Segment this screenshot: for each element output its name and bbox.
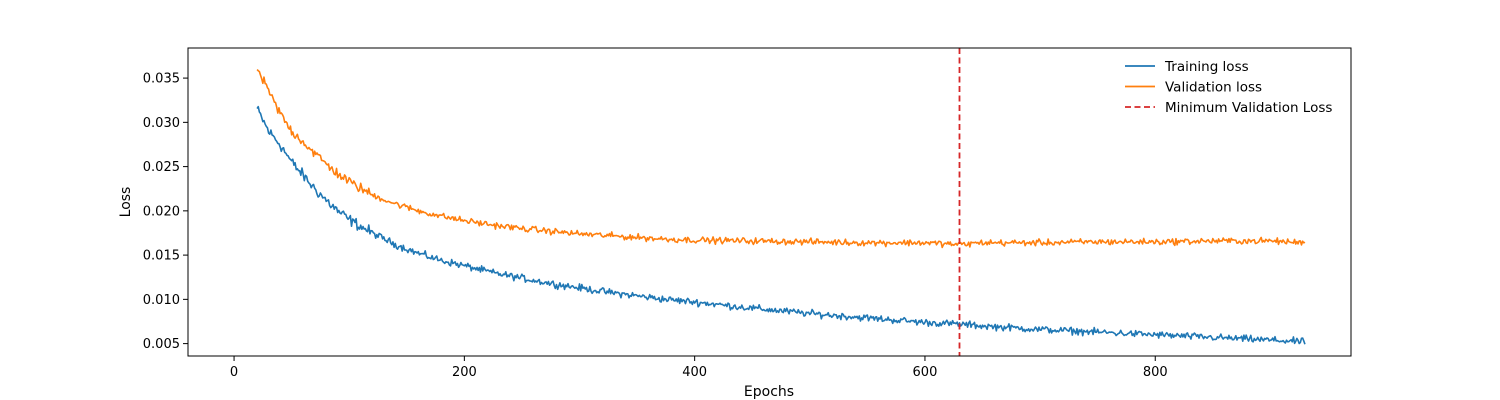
- series-line-validation-loss: [256, 69, 1306, 249]
- x-tick-label: 0: [230, 365, 238, 380]
- x-tick-label: 200: [452, 365, 477, 380]
- y-tick-label: 0.025: [143, 160, 180, 175]
- y-tick-label: 0.010: [143, 293, 180, 308]
- x-tick-label: 800: [1143, 365, 1168, 380]
- series-layer: [256, 69, 1306, 345]
- y-tick-label: 0.020: [143, 204, 180, 219]
- plot-frame: [187, 47, 1352, 357]
- x-tick-label: 400: [682, 365, 707, 380]
- x-axis: 0 200 400 600 800: [230, 356, 1168, 380]
- x-tick-label: 600: [913, 365, 938, 380]
- plot-area: [188, 48, 1351, 356]
- y-axis: 0.005 0.010 0.015 0.020 0.025 0.030 0.035: [143, 72, 188, 352]
- legend-label-validation-loss: Validation loss: [1165, 80, 1262, 96]
- legend-label-min-validation-loss: Minimum Validation Loss: [1165, 100, 1332, 116]
- y-tick-label: 0.030: [143, 116, 180, 131]
- y-tick-label: 0.015: [143, 249, 180, 264]
- legend-label-training-loss: Training loss: [1164, 59, 1249, 75]
- x-axis-label: Epochs: [744, 384, 794, 400]
- legend: Training loss Validation loss Minimum Vali…: [1125, 59, 1332, 116]
- series-line-training-loss: [256, 105, 1306, 345]
- y-axis-label: Loss: [118, 187, 134, 218]
- y-tick-label: 0.005: [143, 337, 180, 352]
- y-tick-label: 0.035: [143, 72, 180, 87]
